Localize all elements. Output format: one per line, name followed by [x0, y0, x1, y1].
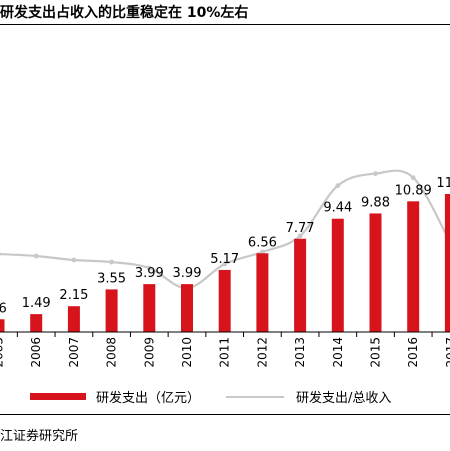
ratio-point-2007: [71, 257, 77, 263]
bar-value-label-2007: 2.15: [59, 288, 88, 303]
ratio-point-2012: [260, 249, 265, 255]
ratio-point-2008: [109, 259, 114, 265]
bar-value-label-2010: 3.99: [173, 266, 202, 281]
bar-2011: [218, 269, 231, 332]
legend: 研发支出（亿元） 研发支出/总收入: [0, 385, 450, 409]
legend-swatch-bar: [30, 393, 86, 400]
bar-2007: [67, 306, 80, 332]
bar-value-label-2009: 3.99: [135, 266, 164, 281]
source-text: 江证券研究所: [0, 429, 79, 444]
bar-2008: [105, 289, 118, 332]
bar-value-label-2008: 3.55: [97, 271, 126, 286]
bar-value-label-2017: 11.5: [436, 176, 450, 191]
ratio-point-2014: [335, 183, 341, 189]
bar-2016: [407, 201, 420, 332]
bar-value-label-2011: 5.17: [210, 252, 239, 267]
bar-value-label-2014: 9.44: [323, 201, 352, 216]
x-tick-layer: 2005 2006 2007 2008 2009 2010 2011 2012 2013 2014…: [0, 332, 450, 368]
x-tick-label-2015: 2015: [369, 337, 383, 368]
bar-2012: [256, 253, 269, 332]
x-tick-label-2014: 2014: [331, 337, 345, 368]
x-tick-label-2017: 2017: [444, 337, 450, 368]
x-tick-label-2007: 2007: [67, 337, 81, 368]
bar-value-label-2013: 7.77: [286, 221, 315, 236]
bar-value-label-2012: 6.56: [248, 235, 277, 250]
ratio-point-2006: [33, 253, 39, 259]
x-tick-label-2011: 2011: [218, 337, 232, 368]
ratio-point-2011: [222, 261, 228, 267]
bar-2005: [0, 319, 5, 332]
chart-title: 研发支出占收入的比重稳定在 10%左右: [0, 5, 249, 21]
bar-2010: [181, 284, 193, 332]
x-tick-label-2010: 2010: [180, 337, 194, 368]
ratio-point-2009: [146, 265, 152, 271]
legend-item-line: 研发支出/总收入: [226, 387, 391, 406]
x-tick-label-2009: 2009: [142, 337, 156, 368]
bar-value-label-2016: 10.89: [395, 183, 432, 198]
bar-value-label-2015: 9.88: [361, 195, 390, 210]
bar-value-label-2006: 1.49: [22, 296, 51, 311]
bar-layer: [0, 194, 450, 332]
bar-2006: [30, 314, 43, 332]
value-label-layer: 06 1.49 2.15 3.55 3.99 3.99 5.17 6.56 7.77 9.44 9.…: [0, 176, 450, 316]
bar-2017: [444, 194, 450, 332]
bar-2014: [331, 218, 344, 332]
legend-item-bar: 研发支出（亿元）: [30, 387, 200, 406]
bar-value-label-2005: 06: [0, 301, 7, 316]
ratio-point-2016: [410, 175, 416, 181]
chart-plot: 06 1.49 2.15 3.55 3.99 3.99 5.17 6.56 7.77 9.44 9.…: [0, 169, 450, 368]
ratio-point-2015: [373, 171, 378, 177]
x-tick-label-2012: 2012: [255, 337, 269, 368]
x-tick-label-2013: 2013: [293, 337, 307, 368]
title-rule: [0, 24, 450, 25]
legend-label-line: 研发支出/总收入: [296, 391, 392, 406]
legend-swatch-line: [226, 395, 284, 398]
bar-2009: [143, 284, 156, 332]
source-rule: [0, 414, 450, 415]
legend-label-bar: 研发支出（亿元）: [96, 391, 201, 406]
ratio-point-2005: [0, 252, 1, 256]
x-tick-label-2005: 2005: [0, 337, 6, 368]
x-tick-label-2006: 2006: [29, 337, 43, 368]
bar-2015: [369, 213, 382, 332]
x-tick-label-2016: 2016: [406, 337, 420, 368]
bar-2013: [294, 238, 307, 332]
x-tick-label-2008: 2008: [105, 337, 119, 368]
ratio-point-2013: [297, 233, 303, 239]
